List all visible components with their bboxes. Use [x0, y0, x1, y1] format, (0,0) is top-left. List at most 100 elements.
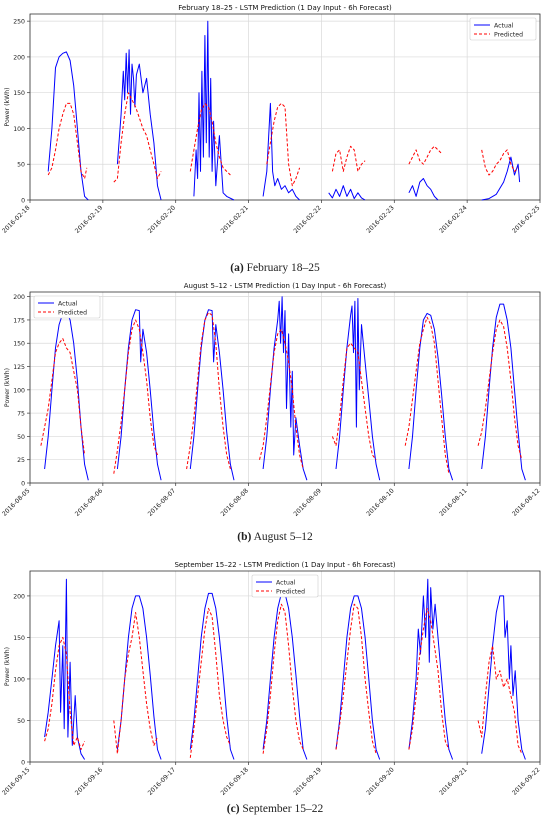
- caption-b-text: August 5–12: [253, 531, 313, 543]
- x-tick-label: 2016-08-05: [1, 487, 31, 517]
- legend-label: Actual: [494, 22, 514, 29]
- x-tick-label: 2016-09-17: [147, 766, 177, 796]
- series-predicted-line: [47, 102, 88, 179]
- x-tick-label: 2016-08-08: [220, 487, 250, 517]
- series-predicted-line: [408, 145, 442, 165]
- series-actual-line: [189, 309, 235, 481]
- series-actual-line: [116, 49, 162, 201]
- series-predicted-line: [113, 319, 158, 474]
- x-tick-label: 2016-09-22: [511, 766, 541, 796]
- caption-c: (c) September 15–22: [0, 803, 550, 815]
- y-axis-label: Power (kWh): [4, 368, 11, 407]
- legend-label: Predicted: [58, 309, 87, 316]
- series-actual-line: [481, 303, 526, 481]
- chart-title: September 15–22 - LSTM Prediction (1 Day…: [174, 561, 395, 569]
- x-tick-label: 2016-08-06: [74, 487, 104, 517]
- y-tick-label: 50: [17, 162, 25, 169]
- y-tick-label: 0: [21, 198, 25, 205]
- series-actual-line: [262, 296, 308, 481]
- x-tick-label: 2016-02-18: [1, 204, 31, 234]
- series-actual-line: [481, 595, 526, 760]
- caption-a-text: February 18–25: [246, 262, 320, 274]
- legend-label: Predicted: [494, 31, 523, 38]
- y-tick-label: 50: [17, 718, 25, 725]
- caption-b: (b) August 5–12: [0, 531, 550, 543]
- series-actual-line: [116, 309, 162, 481]
- series-actual-line: [481, 156, 521, 201]
- x-tick-label: 2016-08-10: [365, 487, 395, 517]
- legend-label: Predicted: [276, 588, 305, 595]
- chart-title: February 18–25 - LSTM Prediction (1 Day …: [178, 4, 392, 12]
- x-tick-label: 2016-08-12: [511, 487, 541, 517]
- series-predicted-line: [404, 316, 450, 474]
- series-actual-line: [335, 298, 381, 481]
- y-tick-label: 150: [13, 635, 25, 642]
- legend: Actual Predicted: [33, 295, 101, 319]
- series-predicted-line: [481, 149, 519, 176]
- chart-2: 0 50 100 150 200 2016-09-15 2016-09-16 2016-09-…: [1, 561, 541, 797]
- x-tick-label: 2016-02-21: [220, 204, 250, 234]
- series-predicted-line: [335, 603, 377, 754]
- y-tick-label: 25: [17, 457, 25, 464]
- caption-a: (a) February 18–25: [0, 262, 550, 274]
- plot-frame: [29, 13, 541, 201]
- series-actual-line: [189, 592, 235, 760]
- x-tick-label: 2016-09-19: [292, 766, 322, 796]
- series-actual-line: [408, 178, 439, 201]
- series-actual-line: [44, 311, 89, 481]
- y-tick-label: 50: [17, 434, 25, 441]
- y-tick-label: 200: [13, 593, 25, 600]
- legend-label: Actual: [58, 300, 78, 307]
- y-axis-label: Power (kWh): [4, 87, 11, 126]
- series-predicted-line: [259, 328, 304, 470]
- chart-title: August 5–12 - LSTM Prediction (1 Day Inp…: [184, 282, 387, 290]
- y-tick-label: 0: [21, 481, 25, 488]
- y-tick-label: 175: [13, 317, 25, 324]
- legend: Actual Predicted: [251, 574, 319, 598]
- x-tick-label: 2016-02-20: [147, 204, 177, 234]
- x-tick-label: 2016-02-19: [74, 204, 104, 234]
- x-tick-label: 2016-02-24: [438, 204, 468, 234]
- series-predicted-line: [113, 612, 158, 755]
- y-tick-label: 125: [13, 364, 25, 371]
- series-actual-line: [328, 185, 366, 201]
- x-tick-label: 2016-02-25: [511, 204, 541, 234]
- series-actual-line: [44, 578, 86, 760]
- series-predicted-line: [262, 603, 304, 754]
- y-tick-label: 150: [13, 90, 25, 97]
- series-actual-line: [408, 312, 454, 481]
- x-tick-label: 2016-09-18: [220, 766, 250, 796]
- series-actual-line: [193, 20, 235, 201]
- caption-a-label: (a): [230, 262, 244, 274]
- x-tick-label: 2016-09-21: [438, 766, 468, 796]
- x-tick-label: 2016-02-23: [365, 204, 395, 234]
- y-tick-label: 250: [13, 19, 25, 26]
- caption-c-label: (c): [226, 803, 240, 815]
- series-actual-line: [335, 595, 381, 760]
- series-predicted-line: [44, 636, 86, 750]
- series-predicted-line: [408, 607, 450, 750]
- y-tick-label: 100: [13, 676, 25, 683]
- y-tick-label: 0: [21, 760, 25, 767]
- plot-frame: [29, 570, 541, 763]
- y-tick-label: 150: [13, 341, 25, 348]
- y-tick-label: 100: [13, 126, 25, 133]
- x-tick-label: 2016-08-11: [438, 487, 468, 517]
- series-actual-line: [116, 595, 162, 760]
- series-actual-line: [47, 51, 89, 201]
- series-predicted-line: [477, 645, 523, 754]
- caption-c-text: September 15–22: [242, 803, 324, 815]
- series-predicted-line: [186, 312, 231, 470]
- series-predicted-line: [266, 102, 301, 187]
- series-actual-line: [262, 592, 308, 760]
- series-actual-line: [408, 578, 454, 760]
- x-tick-label: 2016-02-22: [292, 204, 322, 234]
- series-predicted-line: [40, 338, 86, 456]
- y-axis-label: Power (kWh): [4, 647, 11, 686]
- series-predicted-line: [331, 145, 366, 172]
- x-tick-label: 2016-09-15: [1, 766, 31, 796]
- series-actual-line: [262, 102, 300, 201]
- x-tick-label: 2016-09-20: [365, 766, 395, 796]
- legend-label: Actual: [276, 579, 296, 586]
